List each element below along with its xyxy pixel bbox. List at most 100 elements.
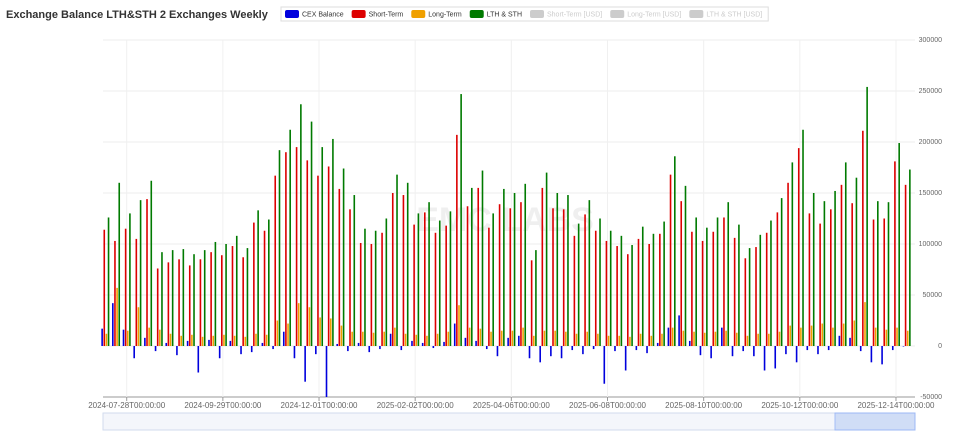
legend-swatch[interactable] bbox=[469, 10, 484, 18]
bar bbox=[853, 320, 856, 346]
legend-swatch[interactable] bbox=[351, 10, 366, 18]
bar bbox=[300, 104, 302, 346]
bar bbox=[830, 209, 832, 346]
bar bbox=[178, 259, 180, 346]
bar bbox=[909, 169, 911, 346]
bar bbox=[742, 346, 744, 352]
bar bbox=[669, 174, 672, 346]
bar bbox=[394, 327, 396, 346]
bar bbox=[733, 237, 736, 346]
bar bbox=[883, 218, 886, 346]
bar bbox=[265, 334, 268, 346]
bar bbox=[800, 327, 802, 346]
bar bbox=[449, 211, 452, 346]
legend-label[interactable]: LTH & STH [USD] bbox=[706, 11, 762, 18]
legend-label[interactable]: Long-Term bbox=[428, 11, 462, 18]
bar bbox=[629, 336, 631, 346]
bar bbox=[896, 327, 898, 346]
bar bbox=[176, 346, 178, 356]
bar bbox=[338, 188, 341, 346]
bar bbox=[652, 233, 655, 346]
bar bbox=[770, 220, 772, 346]
bar bbox=[695, 217, 697, 346]
bar bbox=[308, 307, 311, 346]
bar bbox=[171, 250, 174, 346]
bar bbox=[428, 202, 430, 346]
bar bbox=[208, 339, 210, 346]
bar bbox=[133, 346, 135, 359]
legend-label[interactable]: Long-Term [USD] bbox=[627, 11, 681, 18]
bar bbox=[906, 330, 909, 346]
bar bbox=[627, 254, 629, 346]
legend-swatch[interactable] bbox=[610, 10, 625, 18]
bar bbox=[304, 346, 306, 382]
bar bbox=[310, 121, 313, 346]
y-tick-label: 250000 bbox=[919, 88, 942, 95]
legend-swatch[interactable] bbox=[689, 10, 704, 18]
bar bbox=[543, 330, 546, 346]
bar bbox=[379, 346, 381, 350]
bar bbox=[285, 152, 287, 346]
bar bbox=[135, 238, 138, 346]
bar bbox=[513, 193, 516, 346]
bar bbox=[321, 147, 324, 346]
bar bbox=[746, 335, 749, 346]
bar bbox=[447, 331, 450, 346]
bar bbox=[250, 346, 253, 353]
legend-swatch[interactable] bbox=[411, 10, 426, 18]
bar bbox=[396, 174, 398, 346]
bar bbox=[674, 156, 676, 346]
bar bbox=[471, 187, 473, 346]
bar bbox=[556, 193, 559, 346]
bar bbox=[723, 217, 725, 346]
bar bbox=[456, 134, 458, 346]
bar bbox=[776, 212, 779, 346]
bar bbox=[229, 340, 232, 346]
y-tick-label: -50000 bbox=[920, 394, 942, 401]
bar bbox=[498, 204, 501, 346]
zoom-slider[interactable] bbox=[102, 412, 916, 431]
bar bbox=[530, 260, 533, 346]
bar bbox=[791, 162, 794, 346]
legend-label[interactable]: Short-Term bbox=[369, 11, 404, 18]
bar bbox=[550, 346, 552, 357]
bar bbox=[434, 232, 437, 346]
bar bbox=[904, 184, 907, 346]
bar bbox=[588, 200, 591, 346]
y-tick-label: 0 bbox=[938, 343, 942, 350]
bar bbox=[641, 226, 644, 346]
bar bbox=[421, 342, 424, 346]
bar bbox=[289, 129, 291, 346]
bar bbox=[819, 223, 821, 346]
bar bbox=[862, 130, 864, 346]
bar bbox=[475, 340, 477, 346]
bar bbox=[253, 222, 255, 346]
legend-label[interactable]: CEX Balance bbox=[302, 11, 344, 18]
zoom-window[interactable] bbox=[834, 412, 916, 431]
bar bbox=[573, 235, 576, 346]
bar bbox=[357, 342, 360, 346]
bar bbox=[353, 195, 356, 346]
bar bbox=[582, 346, 584, 355]
bar bbox=[765, 232, 768, 346]
bar bbox=[193, 254, 195, 346]
x-tick-label: 2025-12-14T00:00:00 bbox=[857, 401, 935, 410]
legend-swatch[interactable] bbox=[285, 10, 299, 18]
bar bbox=[614, 346, 616, 352]
bar bbox=[362, 331, 364, 346]
bar bbox=[795, 346, 798, 363]
bar bbox=[812, 193, 815, 346]
bar bbox=[603, 346, 606, 384]
legend-label[interactable]: Short-Term [USD] bbox=[547, 11, 602, 18]
bar bbox=[688, 340, 691, 346]
legend-label[interactable]: LTH & STH bbox=[487, 11, 522, 18]
bar bbox=[891, 346, 894, 351]
bar bbox=[103, 229, 106, 346]
bar bbox=[716, 217, 719, 346]
bar bbox=[616, 246, 618, 346]
bar bbox=[233, 335, 236, 346]
bar bbox=[661, 333, 663, 346]
bar bbox=[524, 183, 527, 346]
legend-swatch[interactable] bbox=[530, 10, 544, 18]
bar bbox=[592, 346, 595, 350]
